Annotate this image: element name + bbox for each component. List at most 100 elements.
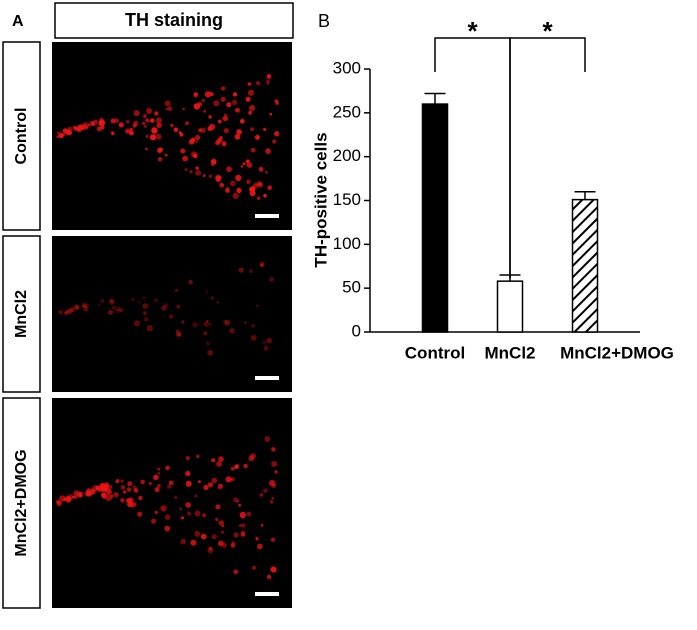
cell-dot <box>269 113 273 116</box>
cell-dot <box>217 119 222 124</box>
cell-dot <box>218 520 225 526</box>
cell-dot <box>118 122 124 128</box>
cell-dot <box>250 127 255 132</box>
cell-dot <box>240 119 245 124</box>
cell-dot <box>238 523 242 528</box>
cell-dot <box>202 513 207 518</box>
cell-dot <box>263 127 267 132</box>
cell-dot <box>218 540 224 547</box>
cell-dot <box>179 507 183 511</box>
cell-dot <box>73 304 79 310</box>
cell-dot <box>194 494 198 498</box>
cell-dot <box>154 298 159 303</box>
cell-dot <box>232 540 235 544</box>
cell-dot <box>208 115 212 119</box>
cell-dot <box>208 174 212 178</box>
cell-dot <box>219 182 225 188</box>
cell-dot <box>215 517 219 522</box>
cell-group <box>55 436 278 580</box>
cell-dot <box>120 485 126 490</box>
cell-dot <box>232 192 239 199</box>
cell-dot <box>119 308 125 313</box>
y-tick-label: 300 <box>333 58 361 77</box>
cell-dot <box>202 174 206 178</box>
cell-dot <box>64 311 69 316</box>
y-tick-label: 100 <box>333 234 361 253</box>
cell-dot <box>188 139 195 145</box>
cell-dot <box>263 193 267 198</box>
cell-dot <box>256 543 263 550</box>
row-label-box <box>2 41 41 231</box>
cell-dot <box>156 117 162 124</box>
cell-dot <box>157 484 161 488</box>
cell-dot <box>133 110 140 117</box>
cell-dot <box>271 447 276 452</box>
cell-dot <box>154 111 159 116</box>
title-box <box>54 2 294 39</box>
cell-dot <box>240 531 246 537</box>
scale-bar <box>255 592 279 596</box>
cell-dot <box>204 91 212 98</box>
cell-dot <box>262 340 267 345</box>
cell-dot <box>157 471 161 475</box>
cell-dot <box>163 303 169 308</box>
cell-dot <box>157 157 163 162</box>
cell-dot <box>175 330 182 337</box>
x-tick-label: MnCl2+DMOG <box>560 343 674 362</box>
cell-dot <box>195 169 202 176</box>
cell-dot <box>231 99 238 106</box>
cell-dot <box>86 303 90 306</box>
cell-dot <box>182 107 186 111</box>
cell-dot <box>246 162 253 168</box>
cell-dot <box>242 162 246 166</box>
cell-dot <box>226 102 232 108</box>
cell-dot <box>216 301 219 304</box>
cell-dot <box>137 511 143 517</box>
cell-dot <box>78 493 83 498</box>
cell-dot <box>142 121 146 125</box>
row-label: MnCl2 <box>13 290 30 338</box>
x-tick-label: Control <box>405 343 465 362</box>
cell-dot <box>269 479 276 487</box>
cell-dot <box>230 542 236 548</box>
cell-dot <box>213 100 220 107</box>
cell-dot <box>266 574 272 580</box>
cell-dot <box>101 492 106 497</box>
bar-chart: 0 50 100 150 200 250 300 TH-positive cells Contr… <box>311 16 673 363</box>
cell-dot <box>67 309 73 315</box>
cell-dot <box>205 290 209 294</box>
cell-dot <box>236 129 242 135</box>
cell-dot <box>194 530 201 537</box>
cell-dot <box>177 332 182 337</box>
cell-dot <box>207 349 213 356</box>
cell-dot <box>193 92 199 98</box>
cell-dot <box>211 162 215 167</box>
cell-dot <box>75 306 80 311</box>
cell-dot <box>230 180 236 187</box>
y-tick-label: 250 <box>333 102 361 121</box>
cell-dot <box>126 487 132 492</box>
cell-dot <box>230 466 235 471</box>
cell-dot <box>272 139 277 144</box>
cell-dot <box>233 532 239 538</box>
cell-dot <box>164 466 170 471</box>
cell-dot <box>216 461 223 467</box>
cell-dot <box>188 279 193 285</box>
row-label-box <box>2 235 41 393</box>
cell-dot <box>81 304 85 308</box>
cell-dot <box>208 546 213 551</box>
cell-dot <box>256 196 261 201</box>
cell-dot <box>71 309 75 313</box>
cell-dot <box>180 516 185 520</box>
cell-dot <box>131 298 135 301</box>
cell-dot <box>266 82 270 85</box>
cell-dot <box>83 306 89 312</box>
cell-dot <box>197 480 201 484</box>
cell-dot <box>248 455 255 462</box>
cell-dot <box>210 296 214 300</box>
cell-dot <box>81 303 87 309</box>
cell-dot <box>266 79 270 83</box>
cell-dot <box>100 125 105 130</box>
scale-bar <box>255 376 279 380</box>
cell-dot <box>206 320 209 323</box>
